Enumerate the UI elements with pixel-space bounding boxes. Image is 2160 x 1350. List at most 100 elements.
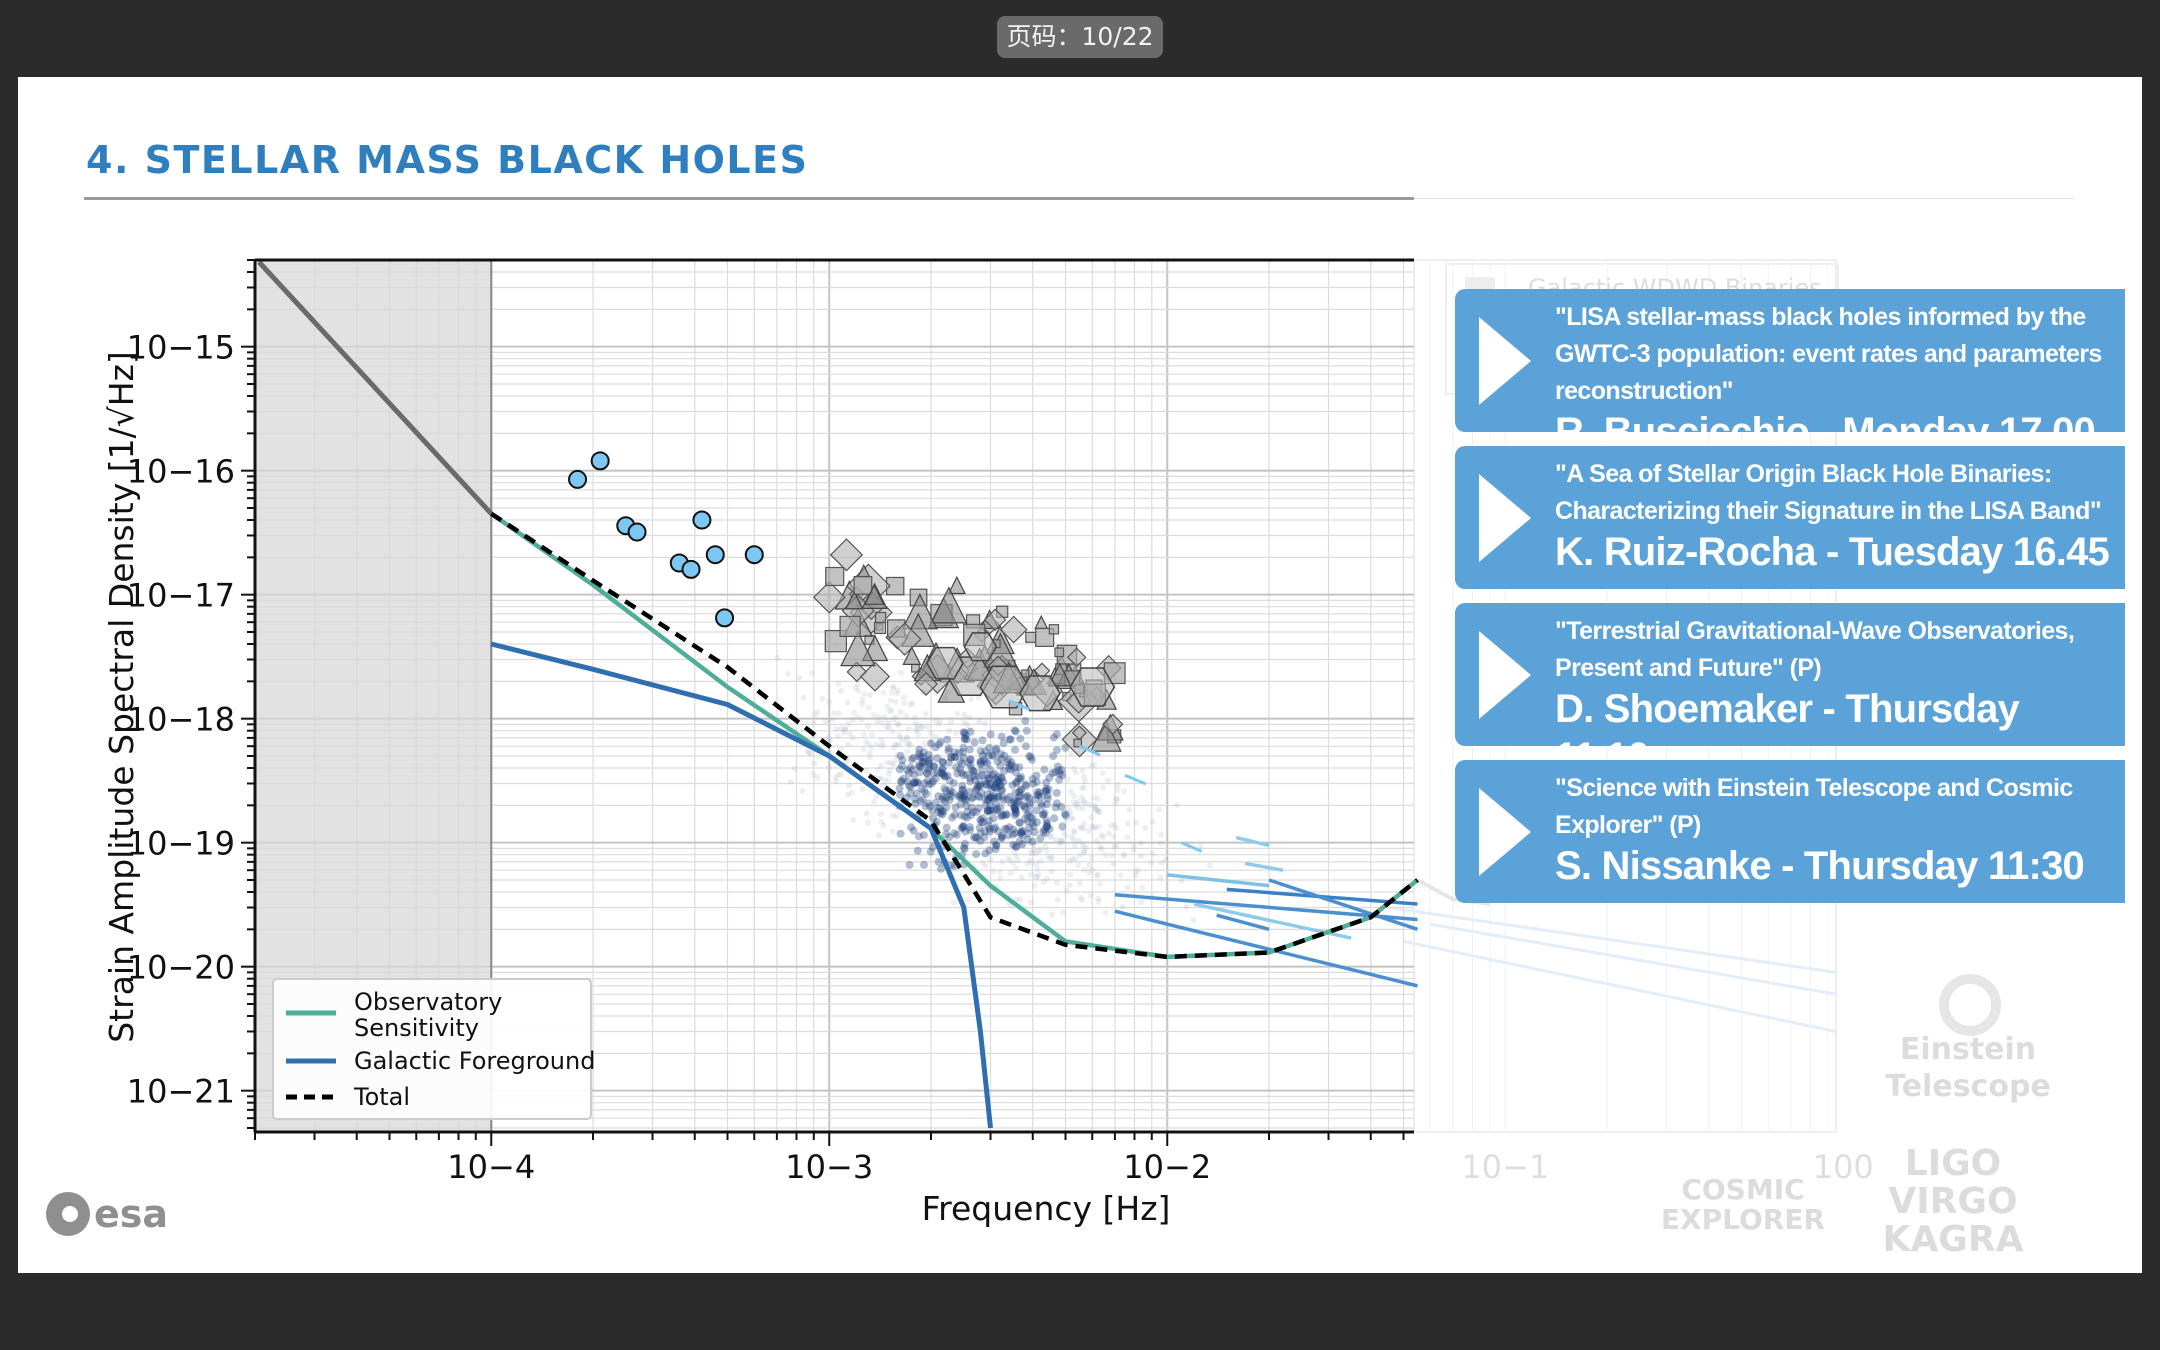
faded-detector-line: [1403, 939, 1837, 1033]
play-icon[interactable]: [1479, 631, 1531, 719]
population-point: [999, 739, 1008, 748]
population-point: [1043, 800, 1051, 809]
population-point: [996, 749, 1005, 758]
talk-card[interactable]: "LISA stellar-mass black holes informed …: [1455, 289, 2125, 454]
population-point: [1093, 806, 1099, 813]
population-point: [885, 770, 892, 777]
population-point: [997, 833, 1006, 842]
play-icon[interactable]: [1479, 474, 1531, 562]
population-point: [914, 832, 923, 841]
population-point: [977, 818, 986, 826]
population-point: [1010, 726, 1019, 735]
population-point: [881, 713, 888, 720]
population-point: [989, 794, 998, 803]
population-point: [884, 703, 891, 710]
population-point: [1029, 822, 1038, 831]
population-point: [833, 778, 839, 785]
hexagon-marker: [926, 646, 964, 680]
population-point: [960, 795, 969, 804]
population-point: [1091, 803, 1098, 810]
population-point: [890, 685, 897, 691]
population-point: [805, 749, 812, 756]
population-point: [1044, 785, 1053, 794]
slide-title: 4. STELLAR MASS BLACK HOLES: [86, 138, 809, 182]
verification-binary-point: [744, 545, 764, 565]
population-point: [1025, 752, 1034, 760]
population-point: [883, 724, 890, 731]
population-point: [906, 740, 913, 747]
population-point: [836, 710, 842, 717]
population-point: [1028, 818, 1037, 827]
population-point: [1021, 804, 1030, 813]
population-point: [959, 743, 968, 752]
population-point: [966, 826, 974, 835]
talk-card[interactable]: "Terrestrial Gravitational-Wave Observat…: [1455, 603, 2125, 779]
population-point: [982, 780, 990, 789]
play-icon[interactable]: [1479, 788, 1531, 876]
population-point: [861, 691, 868, 697]
population-point: [943, 771, 952, 780]
population-point: [972, 808, 981, 816]
population-point: [1085, 827, 1092, 834]
population-point: [865, 741, 872, 748]
population-point: [935, 721, 942, 728]
population-point: [934, 808, 943, 816]
population-point: [1023, 835, 1032, 844]
population-point: [1011, 763, 1020, 772]
population-point: [893, 713, 900, 720]
population-point: [1012, 842, 1021, 851]
y-tick-label: 10−20: [127, 949, 235, 987]
population-point: [1016, 772, 1025, 781]
population-point: [1051, 803, 1060, 812]
population-point: [1016, 774, 1025, 783]
population-point: [904, 740, 911, 747]
population-point: [1004, 755, 1013, 764]
population-point: [985, 743, 994, 752]
population-point: [974, 804, 983, 813]
population-point: [1023, 810, 1032, 819]
population-point: [998, 786, 1007, 795]
population-point: [976, 758, 985, 767]
population-point: [1071, 765, 1078, 772]
tick-labels: 10−4 10−3 10−2 10−1 100 10−15 10−16 10−17 10−18 1…: [127, 329, 1874, 1186]
population-point: [922, 789, 931, 798]
population-point: [1024, 829, 1032, 838]
detector-band-line: [1244, 861, 1284, 872]
population-point: [966, 727, 975, 736]
population-point: [1207, 862, 1213, 869]
population-point: [1072, 856, 1079, 862]
verification-binary-point: [568, 469, 588, 489]
population-point: [1070, 793, 1077, 799]
population-point: [1048, 853, 1055, 860]
population-point: [975, 823, 984, 832]
legend-label-cont: Sensitivity: [354, 1014, 479, 1042]
population-point: [913, 846, 922, 855]
x-tick-label: 100: [1813, 1148, 1874, 1186]
population-point: [1094, 872, 1100, 879]
population-point: [1021, 742, 1030, 751]
population-point: [890, 683, 897, 690]
population-point: [885, 723, 892, 730]
talk-card[interactable]: "A Sea of Stellar Origin Black Hole Bina…: [1455, 446, 2125, 589]
population-point: [1077, 852, 1084, 859]
population-point: [956, 757, 965, 766]
population-point: [914, 761, 923, 770]
population-point: [913, 778, 921, 787]
play-icon[interactable]: [1479, 317, 1531, 405]
population-point: [1157, 874, 1164, 881]
population-point: [952, 730, 959, 736]
faded-label-einstein-telescope: Einstein Telescope: [1885, 1032, 2051, 1104]
population-point: [1085, 801, 1092, 808]
population-point: [972, 785, 981, 793]
population-point: [1081, 866, 1088, 873]
population-point: [919, 758, 927, 766]
population-point: [958, 786, 967, 795]
population-point: [960, 843, 968, 852]
population-point: [1000, 751, 1009, 760]
population-point: [978, 814, 987, 823]
population-point: [924, 776, 933, 785]
population-point: [1096, 881, 1103, 887]
population-point: [994, 772, 1003, 781]
talk-card[interactable]: "Science with Einstein Telescope and Cos…: [1455, 760, 2125, 903]
population-point: [1042, 816, 1051, 825]
